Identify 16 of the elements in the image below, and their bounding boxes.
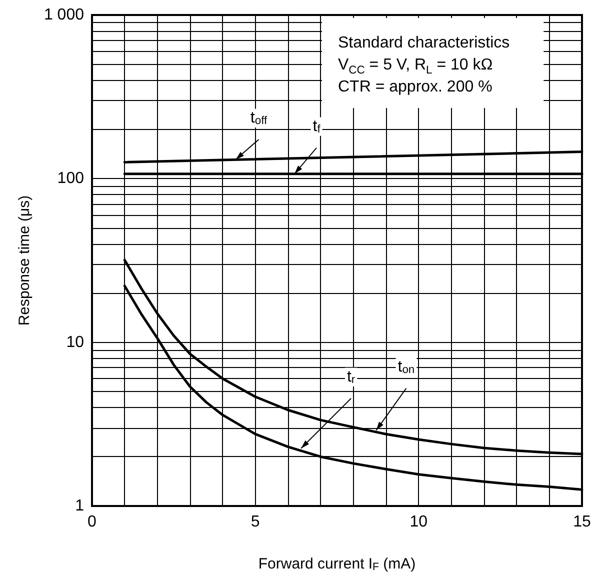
y-tick-label: 100 [57, 170, 84, 188]
x-tick-label: 10 [410, 514, 428, 530]
y-tick-label: 1 000 [44, 6, 84, 24]
annotation: tr [346, 368, 356, 386]
x-axis-title: Forward current IF (mA) [258, 556, 416, 573]
x-tick-label: 15 [573, 514, 591, 530]
annotation: Standard characteristics [338, 34, 510, 52]
annotation: tf [312, 118, 322, 136]
annotation: CTR = approx. 200 % [338, 78, 492, 96]
y-axis-title: Response time (μs) [16, 195, 33, 326]
annotation: toff [250, 110, 268, 127]
x-tick-label: 5 [250, 514, 260, 530]
y-tick-label: 1 [75, 498, 84, 514]
y-tick-label: 10 [66, 334, 84, 351]
annotation: ton [398, 358, 415, 376]
x-tick-label: 0 [88, 514, 97, 530]
